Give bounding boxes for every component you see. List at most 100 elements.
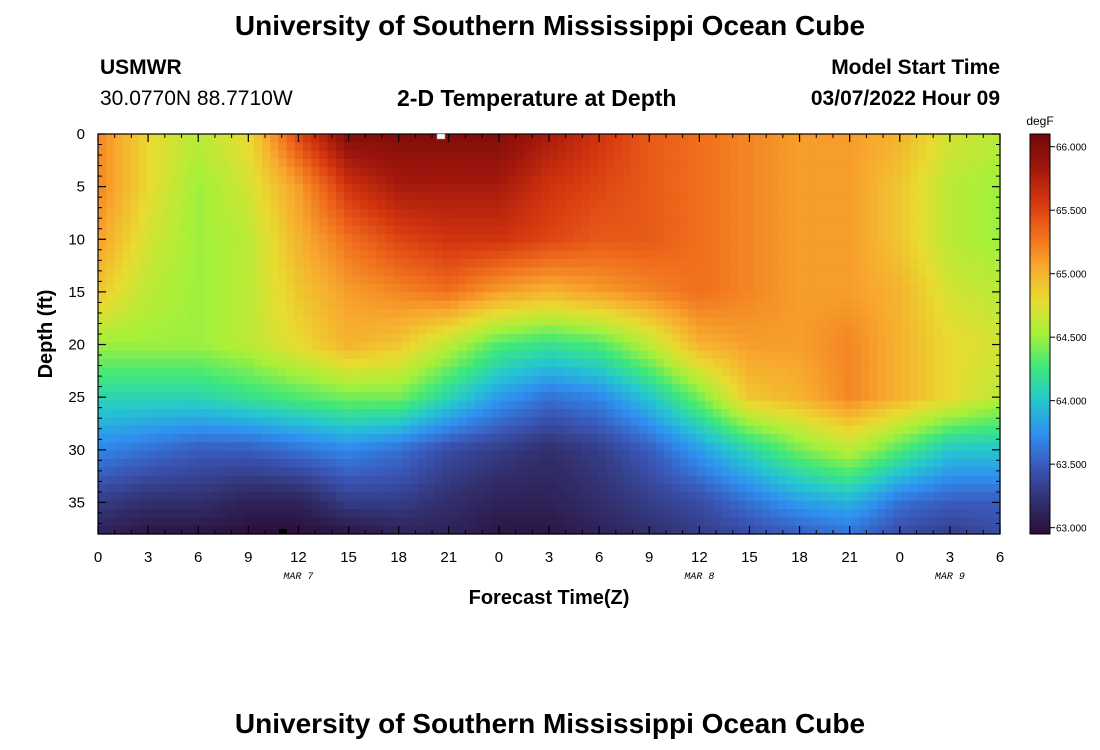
heatmap-cell: [196, 284, 206, 293]
heatmap-cell: [647, 317, 657, 327]
heatmap-cell: [450, 317, 460, 327]
heatmap-cell: [450, 267, 460, 277]
heatmap-cell: [253, 417, 263, 427]
heatmap-cell: [98, 434, 107, 443]
heatmap-cell: [803, 367, 812, 377]
heatmap-cell: [926, 484, 935, 493]
heatmap-cell: [868, 459, 878, 468]
heatmap-cell: [532, 317, 542, 327]
heatmap-cell: [803, 309, 812, 318]
heatmap-cell: [860, 275, 870, 285]
heatmap-cell: [319, 209, 329, 218]
heatmap-cell: [614, 242, 624, 252]
heatmap-cell: [180, 259, 189, 268]
heatmap-cell: [581, 392, 591, 402]
heatmap-cell: [434, 434, 443, 443]
heatmap-cell: [335, 150, 345, 160]
heatmap-cell: [729, 425, 739, 435]
heatmap-cell: [590, 175, 599, 185]
heatmap-cell: [499, 150, 509, 160]
heatmap-cell: [819, 300, 829, 310]
heatmap-cell: [975, 192, 985, 202]
heatmap-cell: [311, 375, 320, 385]
heatmap-cell: [934, 425, 944, 435]
heatmap-cell: [532, 250, 542, 260]
heatmap-cell: [262, 509, 271, 518]
heatmap-cell: [147, 325, 156, 335]
heatmap-cell: [704, 184, 714, 193]
heatmap-cell: [696, 450, 706, 460]
heatmap-cell: [163, 484, 173, 493]
heatmap-cell: [549, 159, 558, 168]
heatmap-cell: [434, 159, 443, 168]
heatmap-cell: [376, 184, 386, 193]
heatmap-cell: [778, 467, 788, 477]
heatmap-cell: [139, 400, 148, 410]
heatmap-cell: [360, 292, 370, 302]
heatmap-cell: [557, 250, 566, 260]
heatmap-cell: [983, 500, 993, 510]
heatmap-cell: [934, 209, 944, 218]
heatmap-cell: [655, 334, 665, 343]
heatmap-cell: [786, 342, 796, 352]
heatmap-cell: [565, 225, 575, 235]
heatmap-cell: [417, 375, 427, 385]
heatmap-cell: [491, 425, 501, 435]
heatmap-cell: [467, 225, 476, 235]
heatmap-cell: [147, 150, 156, 160]
heatmap-cell: [590, 167, 599, 177]
heatmap-cell: [573, 467, 583, 477]
heatmap-cell: [647, 192, 657, 202]
heatmap-cell: [196, 175, 206, 185]
heatmap-cell: [778, 309, 788, 318]
heatmap-cell: [950, 184, 960, 193]
heatmap-cell: [631, 284, 640, 293]
heatmap-cell: [729, 467, 739, 477]
heatmap-cell: [926, 275, 935, 285]
heatmap-cell: [122, 134, 132, 143]
heatmap-cell: [745, 284, 755, 293]
heatmap-cell: [926, 417, 935, 427]
heatmap-cell: [401, 459, 411, 468]
heatmap-cell: [344, 492, 353, 502]
heatmap-cell: [754, 234, 763, 243]
heatmap-cell: [483, 234, 493, 243]
heatmap-cell: [508, 184, 517, 193]
heatmap-cell: [680, 467, 689, 477]
heatmap-cell: [204, 467, 214, 477]
heatmap-cell: [713, 484, 722, 493]
heatmap-cell: [688, 242, 698, 252]
heatmap-cell: [180, 467, 189, 477]
heatmap-cell: [253, 400, 263, 410]
heatmap-cell: [893, 175, 903, 185]
heatmap-cell: [926, 500, 935, 510]
heatmap-cell: [311, 275, 320, 285]
heatmap-cell: [483, 200, 493, 210]
heatmap-cell: [803, 242, 812, 252]
heatmap-cell: [909, 475, 919, 485]
heatmap-cell: [508, 242, 517, 252]
heatmap-cell: [294, 459, 304, 468]
heatmap-cell: [614, 484, 624, 493]
heatmap-cell: [598, 167, 607, 177]
heatmap-cell: [926, 259, 935, 268]
heatmap-cell: [122, 234, 132, 243]
heatmap-cell: [122, 484, 132, 493]
heatmap-cell: [688, 200, 698, 210]
heatmap-cell: [467, 134, 476, 143]
heatmap-cell: [204, 392, 214, 402]
heatmap-cell: [499, 409, 509, 418]
heatmap-cell: [762, 450, 771, 460]
heatmap-cell: [491, 150, 501, 160]
heatmap-cell: [237, 359, 247, 368]
heatmap-cell: [819, 459, 829, 468]
heatmap-cell: [114, 175, 124, 185]
heatmap-cell: [360, 442, 370, 452]
heatmap-cell: [303, 509, 312, 518]
heatmap-cell: [114, 250, 124, 260]
heatmap-cell: [385, 425, 394, 435]
heatmap-cell: [245, 325, 255, 335]
heatmap-cell: [212, 467, 222, 477]
heatmap-cell: [212, 509, 222, 518]
heatmap-cell: [237, 317, 247, 327]
